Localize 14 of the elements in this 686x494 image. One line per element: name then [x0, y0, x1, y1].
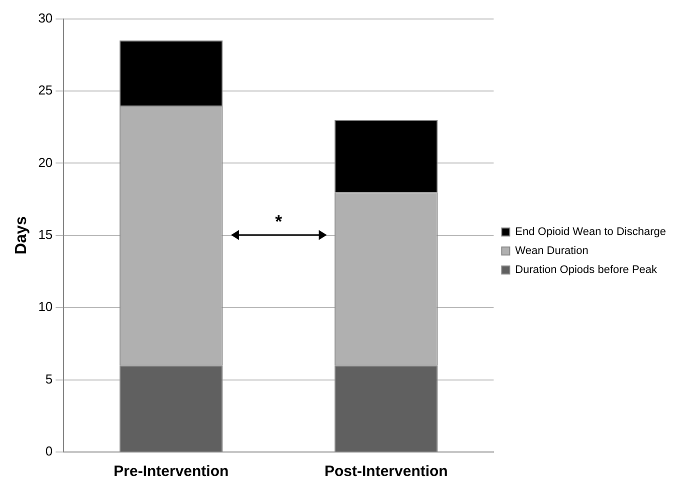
legend-label: End Opioid Wean to Discharge [515, 226, 666, 238]
y-tick-label: 25 [38, 82, 53, 98]
annotation: * [275, 211, 282, 232]
legend-label: Duration Opiods before Peak [515, 264, 658, 276]
y-tick-label: 20 [38, 154, 53, 170]
y-tick-label: 0 [45, 444, 53, 459]
y-tick-label: 15 [38, 226, 53, 242]
y-tick-label: 30 [38, 10, 53, 26]
x-tick-label: Post-Intervention [324, 463, 448, 480]
y-axis-title: Days [13, 216, 30, 255]
x-tick-label: Pre-Intervention [114, 463, 229, 480]
y-tick-label: 10 [38, 299, 53, 314]
legend-label: Wean Duration [515, 245, 588, 258]
y-tick-label: 5 [45, 371, 53, 386]
